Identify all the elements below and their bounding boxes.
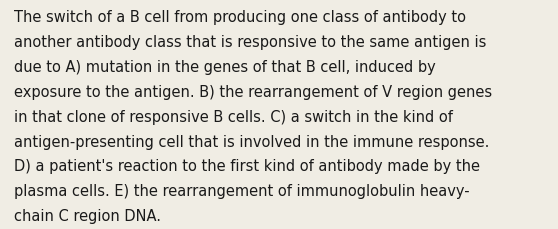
Text: chain C region DNA.: chain C region DNA. [14,208,161,223]
Text: D) a patient's reaction to the first kind of antibody made by the: D) a patient's reaction to the first kin… [14,159,480,174]
Text: exposure to the antigen. B) the rearrangement of V region genes: exposure to the antigen. B) the rearrang… [14,85,492,99]
Text: another antibody class that is responsive to the same antigen is: another antibody class that is responsiv… [14,35,487,50]
Text: antigen-presenting cell that is involved in the immune response.: antigen-presenting cell that is involved… [14,134,489,149]
Text: plasma cells. E) the rearrangement of immunoglobulin heavy-: plasma cells. E) the rearrangement of im… [14,183,470,198]
Text: due to A) mutation in the genes of that B cell, induced by: due to A) mutation in the genes of that … [14,60,436,75]
Text: The switch of a B cell from producing one class of antibody to: The switch of a B cell from producing on… [14,10,466,25]
Text: in that clone of responsive B cells. C) a switch in the kind of: in that clone of responsive B cells. C) … [14,109,453,124]
